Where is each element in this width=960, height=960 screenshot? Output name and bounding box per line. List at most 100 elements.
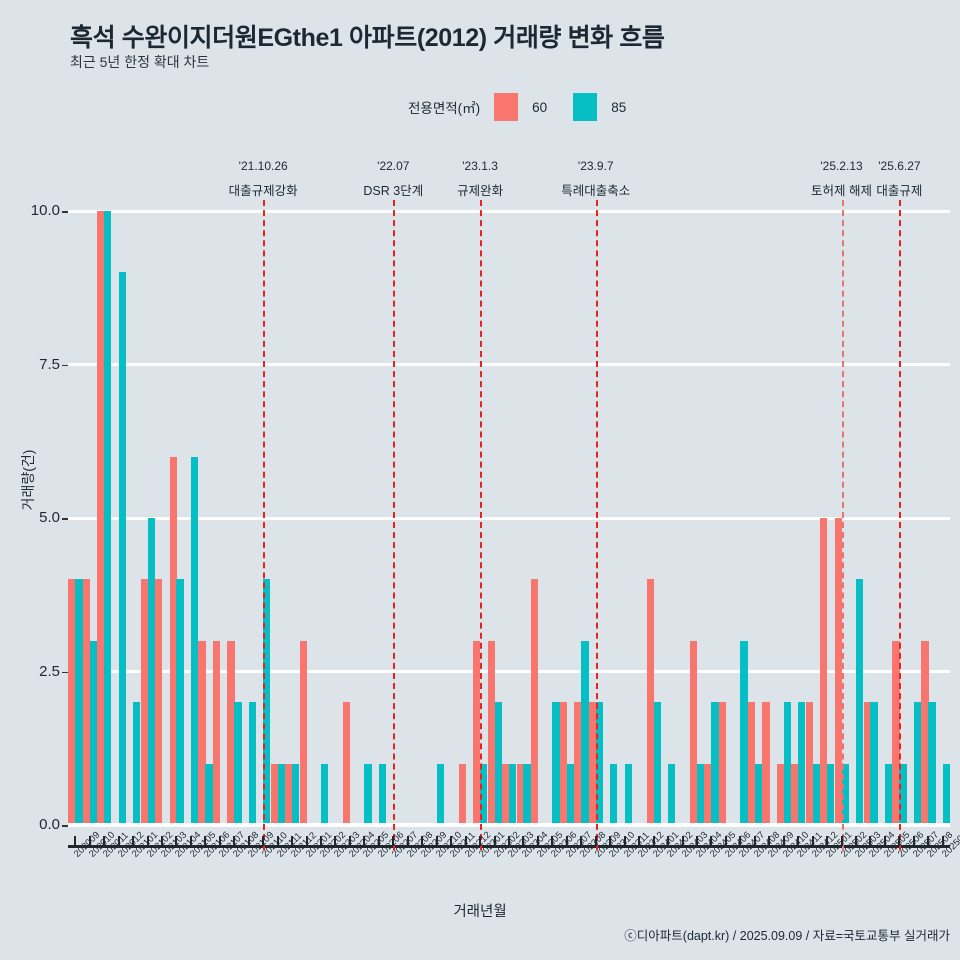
bar: [690, 640, 698, 825]
legend-swatch-85[interactable]: [573, 93, 598, 121]
x-tick-mark: [580, 836, 583, 846]
bar: [696, 763, 705, 825]
bar: [841, 763, 849, 825]
bar: [299, 640, 307, 825]
x-tick-mark: [479, 836, 482, 846]
bar: [552, 702, 560, 825]
x-tick-mark: [508, 836, 510, 846]
bar: [863, 702, 871, 825]
bar: [487, 640, 495, 825]
x-axis-title: 거래년월: [453, 904, 507, 920]
gridline: [68, 209, 950, 213]
bar: [798, 702, 806, 825]
x-tick-mark: [667, 836, 670, 846]
bar: [75, 579, 83, 825]
bar: [653, 702, 661, 825]
x-tick-mark: [594, 836, 597, 846]
x-tick-mark: [724, 836, 727, 846]
x-tick-mark: [189, 836, 192, 846]
bar: [509, 763, 517, 825]
y-tick-mark: [62, 671, 68, 673]
x-tick-mark: [132, 836, 135, 846]
y-axis-title: 거래량(건): [20, 449, 36, 511]
legend: 전용면적(㎡) 60 85: [408, 93, 652, 121]
x-tick-mark: [74, 836, 77, 846]
x-tick-mark: [768, 836, 771, 846]
event-date-label: '23.1.3: [462, 159, 498, 173]
bar: [834, 518, 842, 825]
x-tick-mark: [103, 836, 106, 846]
bar: [783, 702, 791, 825]
x-tick-mark: [435, 836, 438, 846]
y-tick-label: 2.5: [39, 662, 60, 680]
bar: [68, 579, 76, 825]
bar: [378, 763, 387, 825]
x-tick-mark: [450, 836, 453, 846]
bar: [248, 702, 257, 825]
gridline: [68, 670, 950, 673]
x-tick-mark: [421, 836, 424, 846]
event-line: [263, 200, 266, 850]
bar: [277, 763, 285, 825]
x-tick-mark: [262, 836, 265, 846]
bar: [473, 640, 481, 825]
x-tick-mark: [898, 836, 901, 846]
bar: [754, 763, 763, 825]
x-tick-mark: [363, 836, 366, 846]
bar: [458, 763, 466, 825]
x-tick-mark: [536, 836, 539, 846]
bar: [343, 702, 351, 825]
bar: [588, 702, 597, 825]
axis-baseline: [68, 823, 950, 826]
bar: [624, 763, 632, 825]
legend-label-85: 85: [611, 99, 627, 115]
bar: [227, 640, 235, 825]
bar: [921, 640, 929, 825]
x-tick-mark: [551, 836, 554, 846]
bar: [704, 763, 712, 825]
legend-swatch-60[interactable]: [494, 93, 519, 121]
x-axis-line: [68, 845, 950, 848]
event-line: [841, 200, 844, 850]
x-tick-mark: [493, 836, 496, 846]
x-tick-mark: [638, 836, 641, 846]
x-tick-mark: [522, 836, 525, 846]
plot-area: [68, 209, 951, 827]
event-date-label: '25.6.27: [878, 159, 921, 173]
bar: [82, 579, 91, 825]
y-tick-mark: [62, 211, 68, 213]
bar: [805, 702, 813, 825]
x-tick-mark: [320, 836, 323, 846]
x-tick-mark: [305, 836, 308, 846]
bar: [928, 702, 936, 825]
x-tick-mark: [782, 836, 785, 846]
x-tick-mark: [334, 836, 337, 846]
bar: [856, 579, 864, 825]
event-date-label: '23.9.7: [577, 159, 614, 173]
x-tick-mark: [695, 836, 698, 846]
x-tick-mark: [464, 836, 467, 846]
event-description-label: 특례대출축소: [561, 184, 631, 198]
bar: [884, 763, 893, 825]
bar: [646, 579, 654, 825]
event-description-label: 토허제 해제: [811, 184, 873, 198]
x-tick-mark: [927, 836, 930, 846]
x-tick-mark: [869, 836, 872, 846]
bar: [566, 763, 575, 825]
x-tick-mark: [710, 836, 713, 846]
bar: [595, 702, 604, 825]
bar: [147, 518, 155, 825]
x-tick-mark: [218, 836, 221, 846]
bar: [791, 763, 799, 825]
bar: [502, 763, 510, 825]
x-tick-mark: [233, 836, 236, 846]
bar: [711, 702, 719, 825]
event-date-label: '25.2.13: [820, 159, 863, 173]
bar: [530, 579, 539, 825]
event-line: [480, 200, 483, 850]
bar: [610, 763, 618, 825]
event-description-label: 대출규제강화: [228, 184, 298, 198]
x-tick-mark: [175, 836, 178, 846]
bar: [668, 763, 676, 825]
bar: [205, 763, 213, 825]
